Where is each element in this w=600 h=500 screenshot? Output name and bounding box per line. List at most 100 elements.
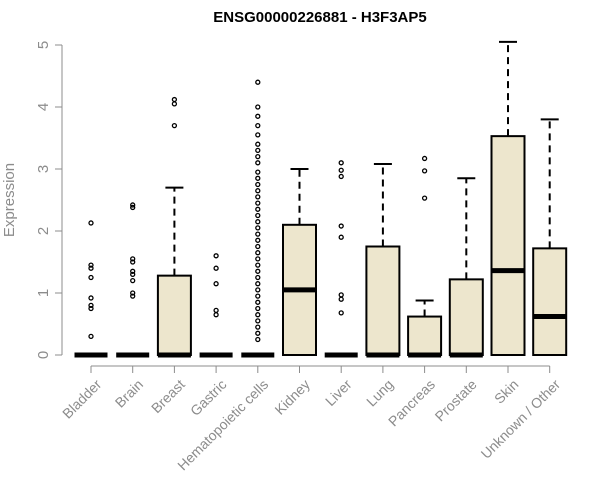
- plot-area: [74, 40, 568, 358]
- box-brain: [116, 202, 150, 358]
- y-tick-label: 0: [35, 351, 52, 359]
- outlier-point: [338, 223, 344, 229]
- x-tick-label: Brain: [112, 376, 146, 410]
- outlier-point: [171, 101, 178, 107]
- outlier-point: [171, 122, 178, 129]
- box-lung: [365, 163, 401, 358]
- outlier-point: [130, 271, 136, 278]
- box-bladder: [74, 220, 108, 358]
- outlier-point: [130, 259, 136, 265]
- x-tick-label: Unknown / Other: [478, 376, 564, 462]
- outlier-point: [255, 312, 261, 318]
- box-gastric: [199, 253, 233, 358]
- x-tick-label: Skin: [491, 376, 522, 407]
- x-tick-label: Kidney: [271, 376, 313, 418]
- outlier-point: [255, 104, 261, 110]
- y-axis-label: Expression: [1, 163, 18, 237]
- outlier-point: [255, 281, 261, 287]
- outlier-point: [255, 169, 261, 175]
- outlier-point: [338, 310, 344, 316]
- outlier-point: [338, 160, 344, 166]
- outlier-point: [255, 200, 261, 206]
- outlier-point: [255, 153, 261, 160]
- y-tick-label: 2: [35, 227, 52, 235]
- outlier-point: [255, 243, 261, 250]
- x-tick-label: Lung: [363, 376, 396, 409]
- outlier-point: [213, 312, 219, 318]
- outlier-point: [130, 277, 136, 284]
- outlier-point: [255, 330, 261, 336]
- outlier-point: [255, 188, 261, 194]
- outlier-point: [255, 324, 261, 330]
- outlier-point: [255, 212, 261, 219]
- outlier-point: [88, 333, 94, 340]
- outlier-point: [255, 206, 261, 212]
- y-tick-label: 5: [35, 41, 52, 49]
- outlier-point: [255, 305, 261, 312]
- outlier-point: [255, 231, 261, 237]
- outlier-point: [255, 336, 261, 343]
- outlier-point: [255, 132, 261, 138]
- box-body: [448, 278, 484, 356]
- outlier-point: [88, 220, 94, 226]
- outlier-point: [338, 296, 344, 302]
- outlier-point: [255, 79, 261, 85]
- box-skin: [490, 40, 526, 356]
- y-axis: 0 1 2 3 4 5: [35, 41, 63, 359]
- box-breast: [156, 96, 192, 358]
- outlier-point: [130, 202, 136, 208]
- outlier-point: [255, 219, 261, 225]
- outlier-point: [130, 293, 136, 299]
- box-pancreas: [407, 155, 443, 358]
- x-tick-label: Liver: [322, 376, 355, 409]
- outlier-point: [255, 194, 261, 200]
- outlier-point: [255, 141, 261, 147]
- outlier-point: [130, 204, 136, 211]
- y-tick-label: 1: [35, 289, 52, 297]
- box-unknown-other: [532, 118, 568, 356]
- outlier-point: [255, 262, 261, 268]
- outlier-point: [171, 96, 178, 103]
- outlier-point: [255, 122, 261, 129]
- outlier-point: [88, 302, 94, 309]
- y-tick-label: 4: [35, 103, 52, 111]
- outlier-point: [421, 168, 428, 174]
- outlier-point: [255, 250, 261, 256]
- outlier-point: [213, 265, 219, 271]
- outlier-point: [338, 167, 344, 173]
- y-tick-label: 3: [35, 165, 52, 173]
- x-tick-label: Breast: [148, 376, 188, 416]
- x-tick-label: Prostate: [432, 376, 480, 424]
- box-prostate: [448, 177, 484, 358]
- outlier-point: [255, 256, 261, 262]
- outlier-point: [255, 299, 261, 305]
- outlier-point: [255, 268, 261, 274]
- chart-title: ENSG00000226881 - H3F3AP5: [213, 9, 426, 26]
- outlier-point: [338, 292, 344, 298]
- outlier-point: [255, 274, 261, 281]
- outlier-point: [88, 295, 94, 301]
- outlier-point: [255, 287, 261, 293]
- box-body: [532, 247, 568, 356]
- outlier-point: [255, 181, 261, 188]
- box-body: [407, 315, 443, 356]
- outlier-point: [338, 234, 344, 240]
- outlier-point: [421, 155, 428, 162]
- outlier-point: [213, 253, 219, 259]
- outlier-point: [255, 237, 261, 243]
- outlier-point: [130, 268, 136, 274]
- outlier-point: [255, 160, 261, 166]
- outlier-point: [255, 318, 261, 324]
- outlier-point: [255, 293, 261, 299]
- outlier-point: [421, 195, 428, 201]
- box-hematopoietic-cells: [241, 79, 275, 358]
- outlier-point: [213, 281, 219, 287]
- box-body: [365, 245, 401, 356]
- outlier-point: [213, 307, 219, 314]
- box-kidney: [282, 168, 317, 356]
- outlier-point: [88, 265, 94, 271]
- outlier-point: [130, 256, 136, 262]
- outlier-point: [255, 225, 261, 231]
